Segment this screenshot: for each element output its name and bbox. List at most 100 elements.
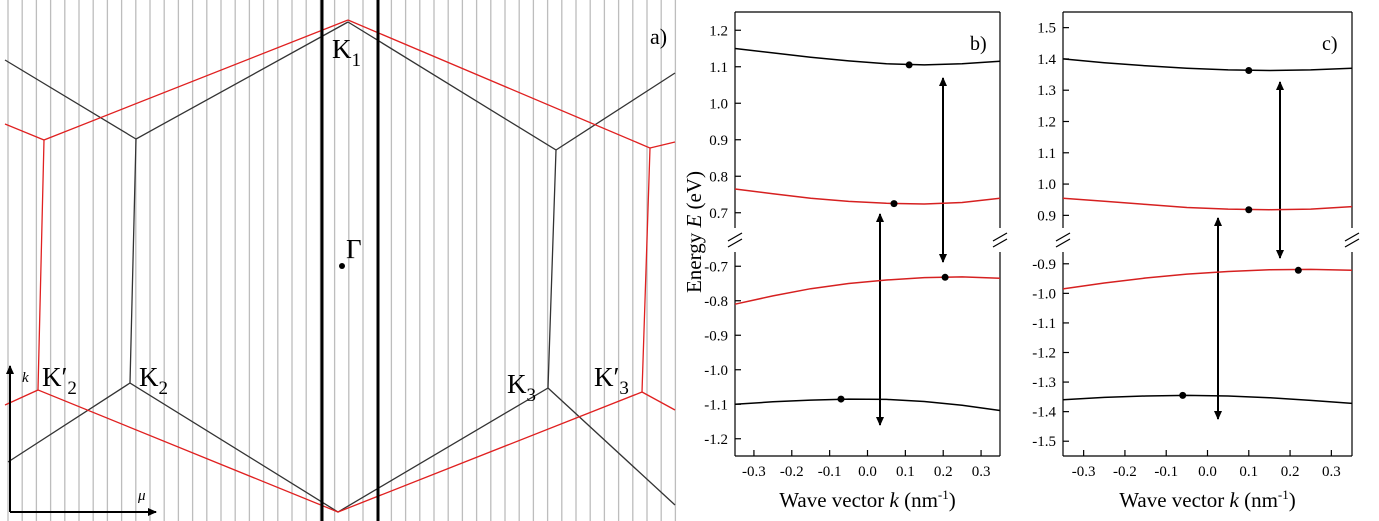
y-tick-label: -0.8 [704,294,728,310]
label-sub: 3 [527,385,537,406]
band-curve [734,276,1001,305]
y-tick-label: 0.7 [709,206,728,222]
x-tick-label: -0.1 [1154,464,1178,480]
band-curve [734,188,1001,205]
x-tick-label: 0.3 [1322,464,1341,480]
chart: -1.2 -1.1 -1.0 -0.9 -0.8 -0.7 0.7 0.8 0.9 1.0 1.1 1… [682,11,1008,512]
x-tick-label: 0.2 [1281,464,1300,480]
zone-edge [547,387,676,506]
band-curve [734,398,1001,412]
y-tick-label: -1.0 [1032,286,1056,302]
y-tick-label: 1.0 [1037,177,1056,193]
y-tick-label: 1.5 [1037,21,1056,37]
point-label: K′2 [42,362,77,399]
axis-break [1055,232,1071,242]
band-extremum [1179,391,1187,399]
x-tick-label: 0.1 [1239,464,1258,480]
label-sub: 2 [67,378,77,399]
y-tick-label: -1.1 [704,397,728,413]
x-label-part: ) [1289,488,1296,512]
axis-label: k [22,370,29,386]
x-label-part: -1 [1278,487,1289,502]
x-tick-label: -0.3 [1072,464,1096,480]
zone-edge [555,72,676,151]
x-label-part: ) [949,488,956,512]
band-extremum [1245,67,1253,75]
label-sub: 1 [352,50,362,71]
x-tick-label: 0.0 [1198,464,1217,480]
y-tick-label: -0.9 [704,328,728,344]
x-label-part: k [1230,488,1240,512]
axis-break [1344,232,1360,242]
band-extremum [1245,206,1253,214]
point-label: K3 [507,369,536,406]
label-main: K [332,34,352,64]
x-label-part: Wave vector [779,488,889,512]
y-tick-label: -0.9 [1032,257,1056,273]
y-tick-label: -1.3 [1032,375,1056,391]
y-tick-label: 1.4 [1037,52,1056,68]
y-tick-label: 0.9 [709,133,728,149]
x-axis-label: Wave vector k (nm-1) [1119,487,1296,512]
band-curve [734,47,1001,66]
x-tick-label: 0.2 [934,464,953,480]
gamma-point [339,263,345,269]
x-label-part: Wave vector [1119,488,1229,512]
axis-label: μ [137,488,146,504]
point-label: K1 [332,34,361,71]
y-tick-label: -1.2 [704,432,728,448]
y-tick-label: -1.5 [1032,434,1056,450]
panel-label: c) [1322,33,1338,55]
zone-edge [4,59,137,140]
axis-break [1055,238,1071,248]
label-main: Γ [346,234,362,264]
x-tick-label: -0.2 [780,464,804,480]
band-extremum [837,395,845,403]
band-curve [1062,268,1353,290]
label-main: K [507,369,527,399]
y-tick-label: 1.0 [709,96,728,112]
band-extremum [941,273,949,281]
y-tick-label: -1.4 [1032,405,1056,421]
y-tick-label: 0.9 [1037,208,1056,224]
y-tick-label: 1.2 [1037,115,1056,131]
x-label-part: -1 [938,487,949,502]
band-curve [1062,394,1353,405]
x-tick-label: 0.0 [858,464,877,480]
label-sub: 3 [619,378,629,399]
x-tick-label: 0.1 [896,464,915,480]
label-main: K′ [594,362,619,392]
band-curve [1062,58,1353,72]
zone-edge [641,391,676,411]
panel-label: b) [970,33,987,55]
y-label-part: (eV) [682,171,706,215]
zone-edge [7,382,131,463]
y-tick-label: 1.3 [1037,83,1056,99]
y-axis-label: Energy E (eV) [682,171,706,293]
label-main: K [139,362,159,392]
label-main: K′ [42,362,67,392]
band-curve [1062,197,1353,211]
point-label: K′3 [594,362,629,399]
panel-label: a) [650,24,667,49]
axis-break [727,232,743,242]
y-tick-label: 0.8 [709,169,728,185]
x-tick-label: -0.1 [818,464,842,480]
y-tick-label: -0.7 [704,259,728,275]
axis-break [992,238,1008,248]
band-extremum [890,200,898,208]
x-tick-label: 0.3 [972,464,991,480]
point-label: K2 [139,362,168,399]
y-tick-label: 1.2 [709,23,728,39]
y-tick-label: -1.2 [1032,346,1056,362]
zone-edge [4,123,45,141]
chart: -1.5 -1.4 -1.3 -1.2 -1.1 -1.0 -0.9 0.9 1.0 1.1 1.2… [1032,11,1360,512]
label-sub: 2 [159,378,169,399]
x-label-part: (nm [899,488,938,512]
y-tick-label: -1.1 [1032,316,1056,332]
x-label-part: (nm [1239,488,1278,512]
axis-break [992,232,1008,242]
axis-break [727,238,743,248]
